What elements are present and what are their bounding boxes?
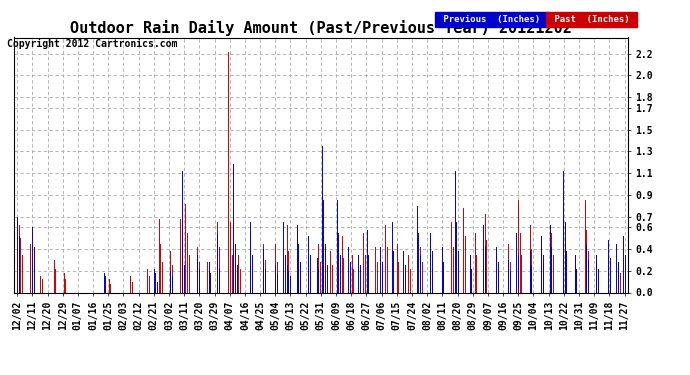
Text: Previous  (Inches): Previous (Inches) <box>438 15 546 24</box>
Title: Outdoor Rain Daily Amount (Past/Previous Year) 20121202: Outdoor Rain Daily Amount (Past/Previous… <box>70 20 572 36</box>
Text: Copyright 2012 Cartronics.com: Copyright 2012 Cartronics.com <box>7 39 177 50</box>
Text: Past  (Inches): Past (Inches) <box>549 15 635 24</box>
